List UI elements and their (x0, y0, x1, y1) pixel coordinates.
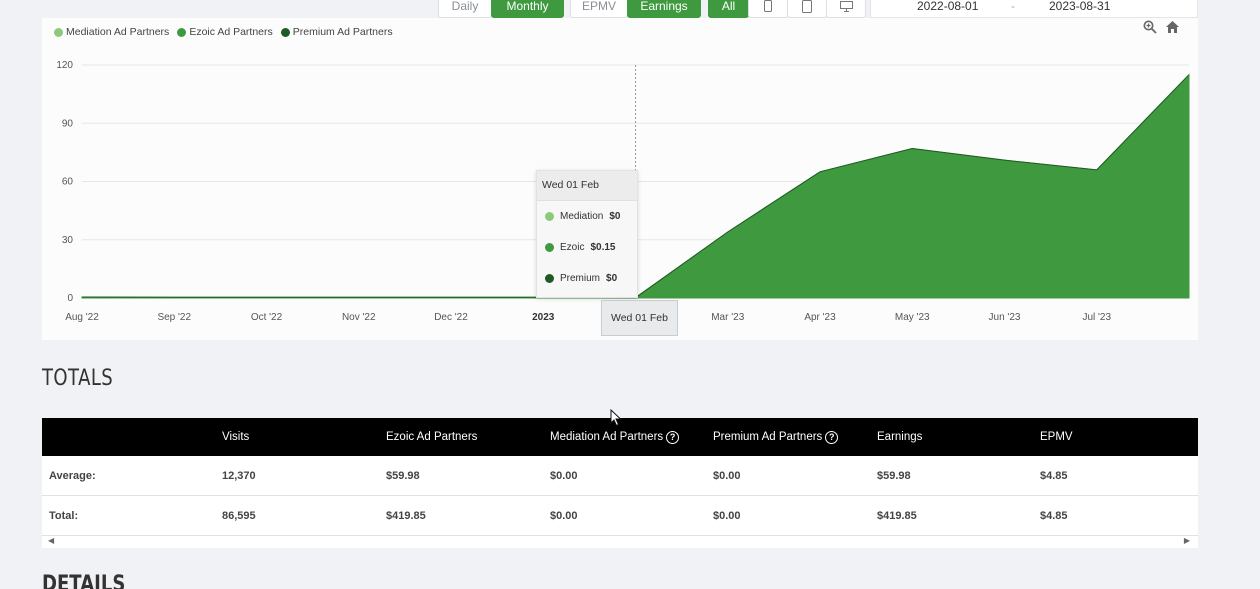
table-row-average: Average: 12,370 $59.98 $0.00 $0.00 $59.9… (42, 456, 1198, 496)
x-tick-label: Sep '22 (157, 312, 191, 323)
legend-item-premium[interactable]: Premium Ad Partners (280, 26, 393, 38)
totals-table-header: Visits Ezoic Ad Partners Mediation Ad Pa… (42, 418, 1198, 456)
legend-swatch-mediation (54, 27, 63, 37)
col-header-ezoic-label: Ezoic Ad Partners (386, 431, 478, 443)
date-separator: - (1011, 0, 1015, 13)
table-row-total: Total: 86,595 $419.85 $0.00 $0.00 $419.8… (42, 496, 1198, 536)
tooltip-name-ezoic: Ezoic (560, 242, 585, 253)
cell-epmv: $4.85 (1040, 470, 1068, 482)
x-tick-label: Jun '23 (989, 312, 1021, 323)
chart-tools (1143, 20, 1180, 37)
daily-toggle[interactable]: Daily (438, 0, 492, 18)
mobile-icon[interactable] (748, 0, 788, 18)
x-tick-label: 2023 (532, 312, 555, 323)
legend-swatch-premium (280, 27, 290, 37)
x-tick-label: Apr '23 (804, 312, 836, 323)
home-icon[interactable] (1165, 20, 1180, 37)
tooltip-date: Wed 01 Feb (537, 171, 637, 201)
y-tick-label: 0 (67, 293, 73, 304)
totals-heading: TOTALS (42, 366, 114, 391)
x-tick-label: Mar '23 (711, 312, 744, 323)
tooltip-swatch-mediation (545, 212, 554, 221)
cell-earnings: $419.85 (877, 510, 917, 522)
chart-tooltip: Wed 01 Feb Mediation $0 Ezoic $0.15 Prem… (536, 170, 638, 298)
end-date[interactable]: 2023-08-31 (1049, 0, 1111, 13)
earnings-chart-card: 0 30 60 90 120 Aug '22 Sep '22 Oct '22 Nov '22 De… (42, 18, 1198, 340)
cell-premium: $0.00 (713, 470, 741, 482)
col-header-visits-label: Visits (222, 431, 250, 443)
col-header-ezoic: Ezoic Ad Partners (386, 431, 477, 443)
cell-visits: 86,595 (222, 510, 256, 522)
col-header-earnings-label: Earnings (877, 431, 923, 443)
legend-label-mediation: Mediation Ad Partners (66, 26, 170, 38)
help-icon[interactable]: ? (666, 430, 680, 444)
legend-item-ezoic[interactable]: Ezoic Ad Partners (177, 26, 273, 38)
row-label: Total: (49, 510, 79, 522)
y-tick-label: 120 (56, 60, 73, 71)
col-header-mediation-label: Mediation Ad Partners (550, 431, 664, 443)
epmv-toggle[interactable]: EPMV (570, 0, 628, 18)
y-tick-label: 90 (62, 118, 74, 129)
col-header-premium: Premium Ad Partners? (713, 430, 839, 444)
x-tick-label: Jul '23 (1082, 312, 1111, 323)
cell-mediation: $0.00 (550, 510, 578, 522)
tooltip-row-premium: Premium $0 (537, 263, 637, 294)
details-heading: DETAILS (42, 572, 126, 589)
tooltip-name-mediation: Mediation (560, 211, 604, 222)
chart-toolbar: Daily Monthly EPMV Earnings All 2022-08-… (0, 0, 1260, 20)
tooltip-name-premium: Premium (560, 273, 601, 284)
x-tick-label: Dec '22 (434, 312, 468, 323)
x-axis-hover-label: Wed 01 Feb (601, 300, 678, 336)
x-tick-label: Oct '22 (251, 312, 283, 323)
legend-item-mediation[interactable]: Mediation Ad Partners (54, 26, 169, 38)
earnings-toggle[interactable]: Earnings (627, 0, 701, 18)
cell-ezoic: $419.85 (386, 510, 426, 522)
tooltip-swatch-ezoic (545, 243, 554, 252)
col-header-visits: Visits (222, 431, 249, 443)
cell-ezoic: $59.98 (386, 470, 420, 482)
x-tick-label: Aug '22 (65, 312, 99, 323)
x-tick-label: May '23 (895, 312, 930, 323)
col-header-epmv: EPMV (1040, 431, 1073, 443)
tooltip-row-mediation: Mediation $0 (537, 201, 637, 232)
zoom-icon[interactable] (1143, 20, 1157, 37)
x-tick-label: Nov '22 (342, 312, 376, 323)
scroll-right-icon[interactable]: ▶ (1183, 536, 1190, 545)
cell-mediation: $0.00 (550, 470, 578, 482)
col-header-mediation: Mediation Ad Partners? (550, 430, 680, 444)
scroll-left-icon[interactable]: ◀ (48, 536, 55, 545)
tooltip-value-premium: $0 (606, 273, 618, 284)
start-date[interactable]: 2022-08-01 (917, 0, 979, 13)
tooltip-row-ezoic: Ezoic $0.15 (537, 232, 637, 263)
tooltip-value-mediation: $0 (609, 211, 621, 222)
y-tick-label: 60 (62, 177, 74, 188)
date-range-picker[interactable]: 2022-08-01 - 2023-08-31 (870, 0, 1198, 18)
tablet-icon[interactable] (787, 0, 827, 18)
table-horizontal-scrollbar[interactable]: ◀ ▶ (42, 534, 1198, 548)
col-header-epmv-label: EPMV (1040, 431, 1073, 443)
device-all-toggle[interactable]: All (708, 0, 749, 18)
col-header-earnings: Earnings (877, 431, 922, 443)
col-header-premium-label: Premium Ad Partners (713, 431, 823, 443)
cell-epmv: $4.85 (1040, 510, 1068, 522)
legend-swatch-ezoic (177, 27, 187, 37)
cell-premium: $0.00 (713, 510, 741, 522)
tooltip-value-ezoic: $0.15 (590, 242, 616, 253)
totals-table: Visits Ezoic Ad Partners Mediation Ad Pa… (42, 418, 1198, 548)
y-tick-label: 30 (62, 235, 74, 246)
cell-earnings: $59.98 (877, 470, 911, 482)
monthly-toggle[interactable]: Monthly (491, 0, 564, 18)
legend-label-ezoic: Ezoic Ad Partners (189, 26, 273, 38)
desktop-icon[interactable] (826, 0, 866, 18)
tooltip-swatch-premium (545, 274, 554, 283)
legend-label-premium: Premium Ad Partners (292, 26, 393, 38)
chart-legend: Mediation Ad Partners Ezoic Ad Partners … (54, 26, 393, 38)
help-icon[interactable]: ? (825, 430, 839, 444)
cell-visits: 12,370 (222, 470, 256, 482)
row-label: Average: (49, 470, 96, 482)
